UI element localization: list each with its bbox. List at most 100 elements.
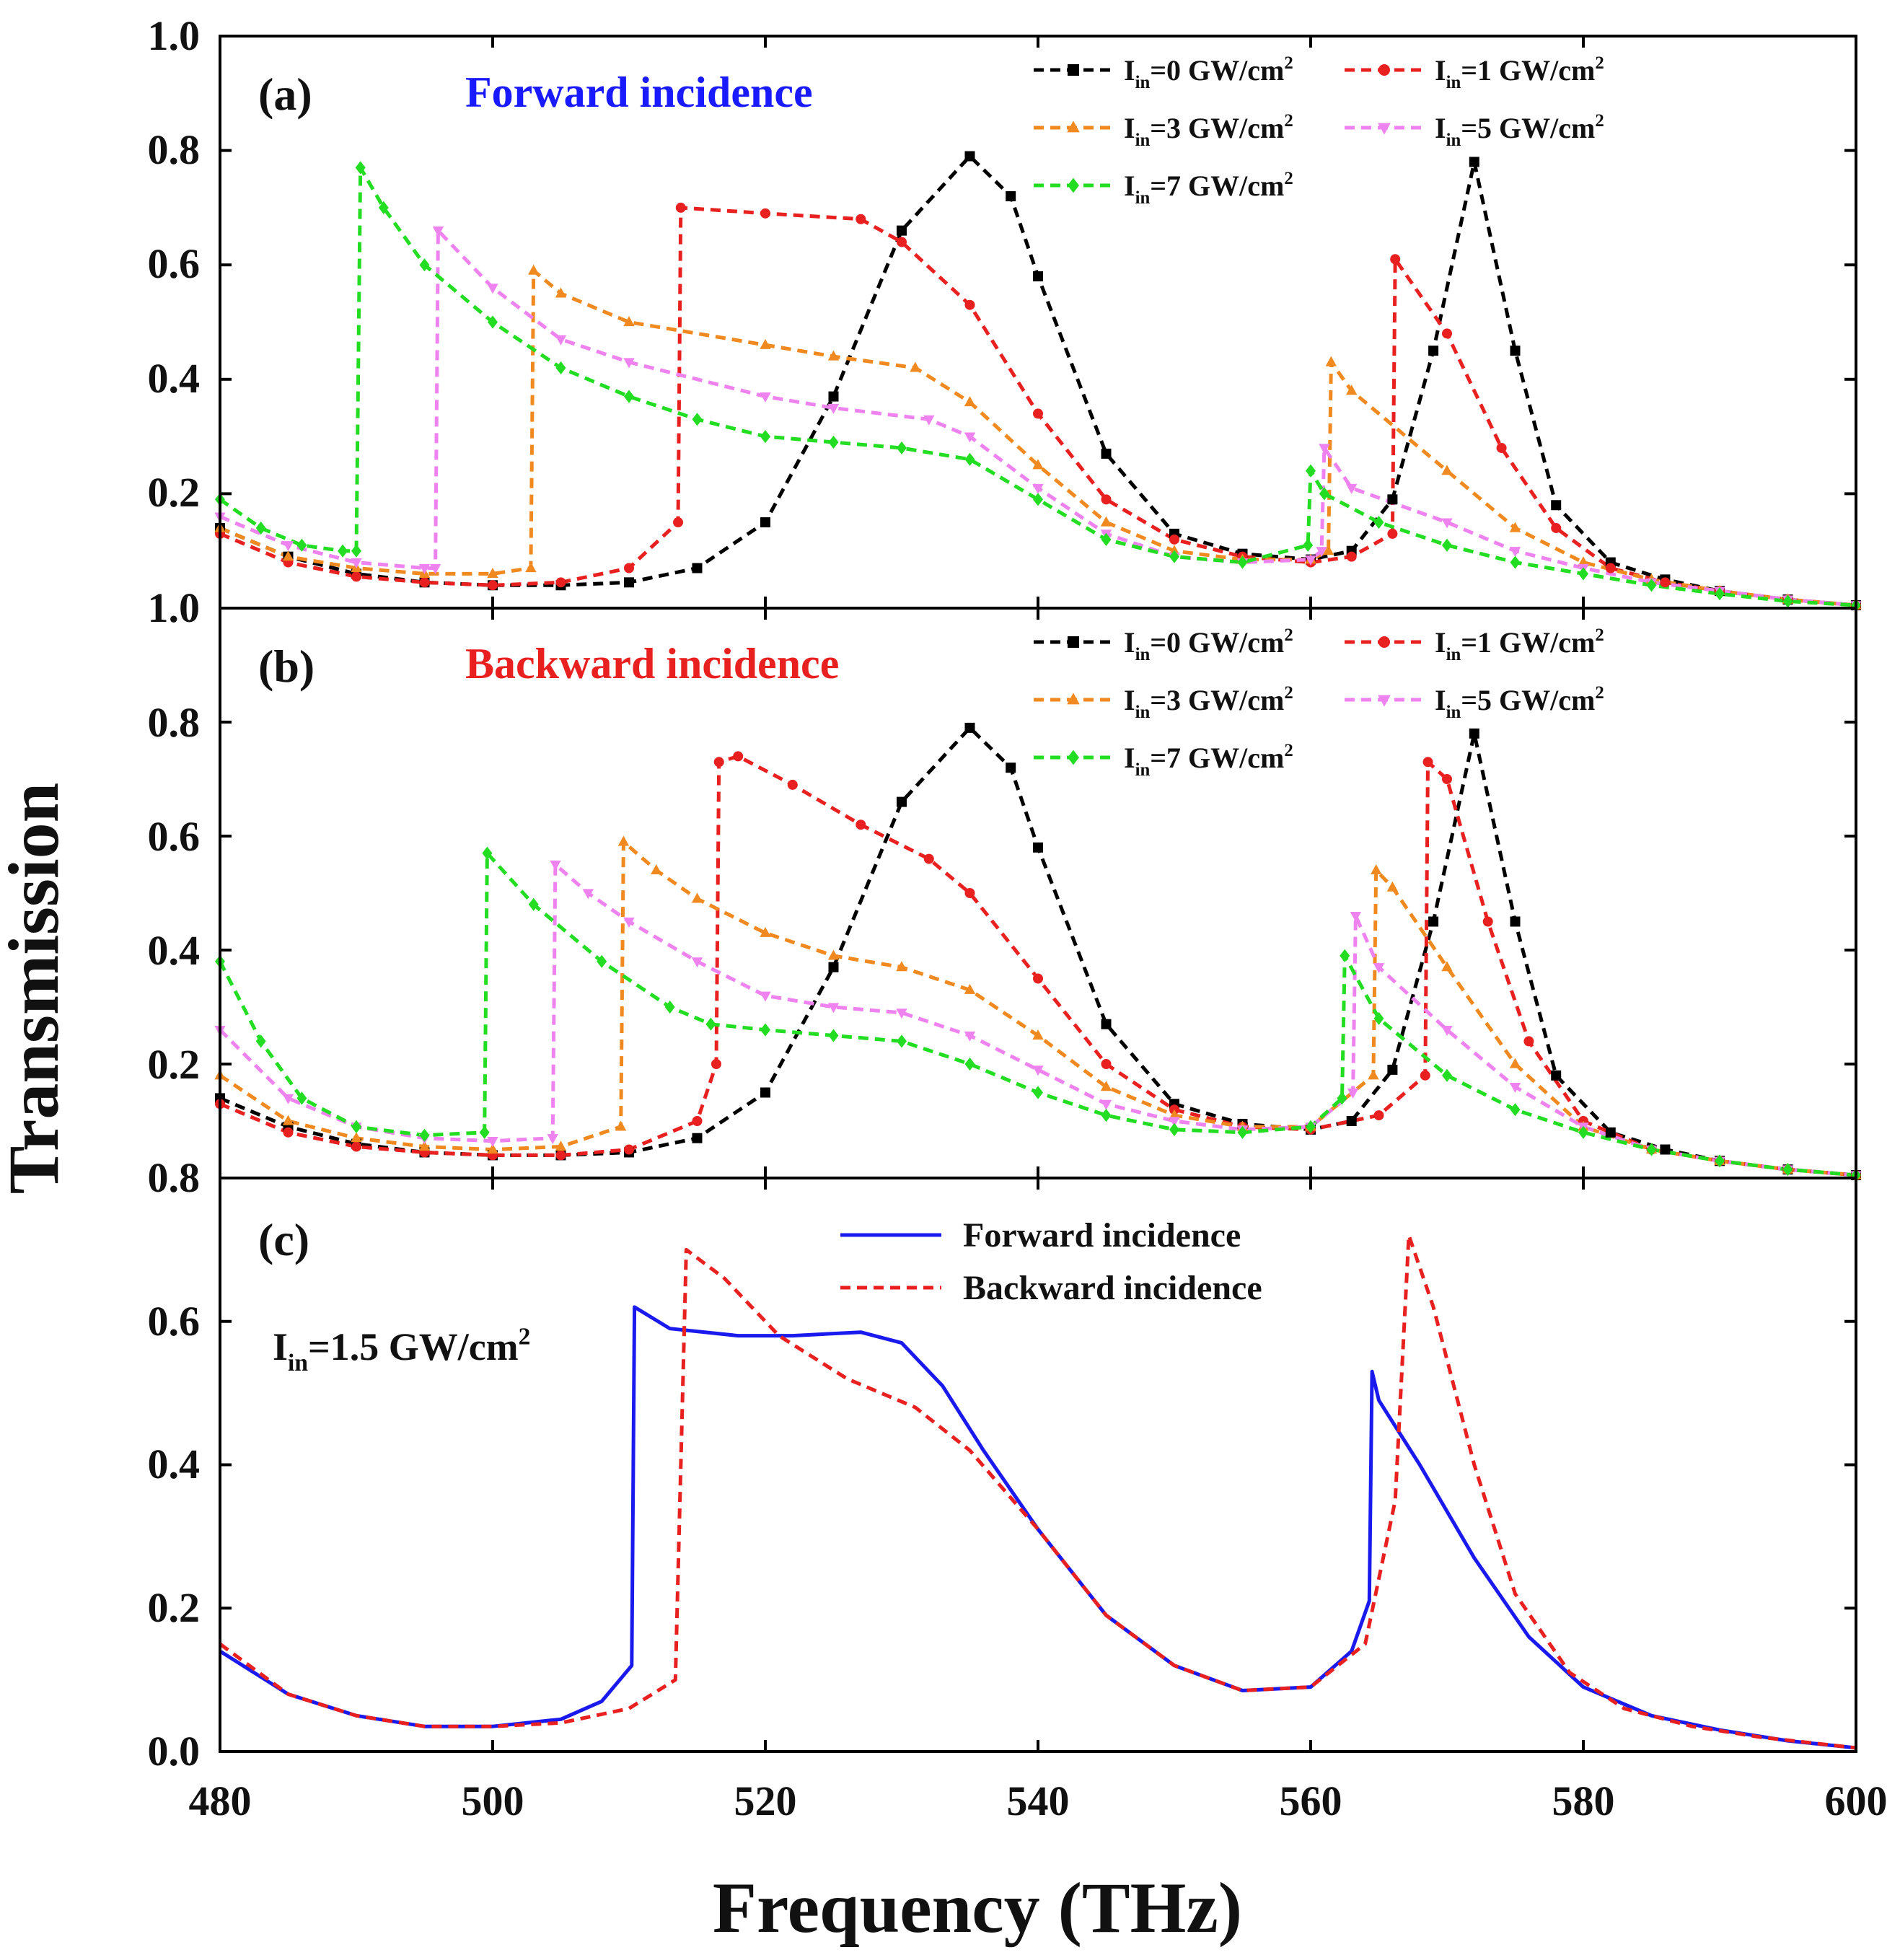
panel-a-legend-marker-1: [1378, 64, 1390, 76]
panel-c-series-0-line: [219, 1305, 1857, 1750]
panel-b-series-1-point: [1422, 757, 1433, 768]
panel-a-tag: (a): [258, 69, 312, 120]
panel-b-series-4-line: [218, 851, 1857, 1177]
panel-a-y-tick-label: 0.8: [148, 126, 201, 173]
panel-b-series-2-point: [1032, 1029, 1044, 1040]
panel-b-series-3-point: [1347, 1088, 1359, 1099]
panel-a-series-4-point: [897, 441, 907, 455]
panel-a-series-0-point: [692, 563, 703, 574]
panel-b-series-1-point: [713, 757, 724, 768]
panel-b-series-2-point: [691, 892, 703, 903]
panel-b-y-tick-label: 0.6: [148, 813, 201, 860]
panel-b-series-3-point: [896, 1008, 907, 1019]
panel-a-series-1-point: [856, 214, 866, 224]
panel-b-legend-label-0: Iin=0 GW/cm2: [1124, 625, 1293, 664]
panel-b-series-1-point: [1420, 1070, 1430, 1081]
panel-b-series-0-point: [1387, 1064, 1398, 1075]
panel-a-series-3-point: [418, 563, 431, 574]
panel-a-series-2-point: [1578, 556, 1589, 567]
panel-a-series-4-point: [1373, 515, 1384, 529]
panel-b-series-2-point: [651, 864, 662, 874]
panel-b-series-4-point: [1237, 1125, 1248, 1139]
panel-a-series-4-point: [1033, 493, 1043, 506]
panel-a-series-1-point: [1346, 551, 1357, 562]
panel-b-series-4-point: [1373, 1011, 1384, 1025]
panel-c-legend-label-1: Backward incidence: [963, 1269, 1262, 1307]
panel-a-series-3-line: [219, 229, 1857, 607]
panel-a-series-3-point: [1032, 483, 1044, 494]
panel-b-series-2-point: [1371, 864, 1382, 874]
panel-b-series-1-point: [1033, 973, 1043, 984]
panel-a-series-2-point: [910, 361, 921, 372]
panel-b-series-1-point: [923, 853, 934, 864]
panel-a-series-2-point: [827, 350, 840, 361]
panel-b-series-3-point: [550, 860, 561, 871]
panel-b-series-2-point: [418, 1141, 431, 1151]
panel-b-legend-marker-0: [1068, 636, 1079, 648]
panel-a-series-0-point: [1510, 346, 1521, 356]
panel-a-series-1-point: [964, 299, 975, 310]
panel-a-series-1-point: [1442, 328, 1452, 339]
panel-a-series-4-point: [296, 538, 307, 552]
panel-a-series-1-point: [1169, 534, 1179, 545]
panel-a-series-4-point: [1169, 550, 1179, 563]
panel-b-series-2-point: [615, 1120, 627, 1131]
panel-a-series-1-point: [1660, 577, 1671, 588]
panel-c-y-tick-label: 0.0: [148, 1728, 201, 1775]
panel-a-legend-label-1: Iin=1 GW/cm2: [1435, 53, 1604, 92]
panel-b-series-1-point: [1523, 1036, 1534, 1047]
panel-b-series-4-point: [964, 1057, 975, 1071]
panel-b-series-3-point: [827, 1003, 840, 1014]
panel-a-series-2-point: [1322, 545, 1334, 555]
panel-b-series-4-point: [897, 1034, 907, 1048]
panel-b-title: Backward incidence: [465, 640, 839, 687]
panel-b-series-2-point: [896, 961, 907, 972]
panel-c-y-tick-label: 0.4: [148, 1441, 201, 1487]
panel-a-series-1-point: [1101, 494, 1112, 505]
x-tick-label: 500: [462, 1777, 524, 1824]
panel-a-series-1-line: [219, 206, 1857, 607]
panel-b-legend-marker-3: [1378, 695, 1391, 707]
panel-b-legend-label-1: Iin=1 GW/cm2: [1435, 625, 1604, 664]
panel-b-series-0-point: [1428, 916, 1439, 927]
panel-a-series-2-line: [219, 268, 1857, 607]
panel-b-legend-label-2: Iin=3 GW/cm2: [1124, 683, 1293, 722]
panel-a-series-1-point: [897, 237, 907, 247]
panel-a-series-4-point: [964, 452, 975, 466]
panel-b-series-4-point: [1715, 1154, 1725, 1168]
panel-b-series-4-point: [1646, 1143, 1657, 1156]
panel-a-series-2-point: [528, 264, 540, 275]
panel-a-series-3-point: [923, 415, 935, 426]
panel-b-series-0-point: [1510, 916, 1521, 927]
panel-a-legend-label-0: Iin=0 GW/cm2: [1124, 53, 1293, 92]
panel-a-series-0-point: [897, 225, 907, 236]
panel-a-series-4-point: [760, 430, 770, 444]
panel-b-series-1-point: [733, 751, 744, 762]
panel-a-series-3-point: [1346, 483, 1358, 494]
panel-b-legend-label-3: Iin=5 GW/cm2: [1435, 683, 1604, 722]
panel-a-series-3-point: [487, 284, 498, 294]
panel-c-intensity-annotation: Iin=1.5 GW/cm2: [273, 1323, 530, 1376]
panel-a-series-0-point: [1006, 191, 1016, 202]
panel-b-series-1-point: [692, 1116, 703, 1127]
panel-b-series-0-point: [828, 962, 839, 972]
panel-a-series-4-point: [1715, 587, 1725, 601]
x-tick-label: 580: [1552, 1777, 1615, 1824]
panel-a-series-1-point: [675, 202, 686, 213]
panel-a-legend-label-4: Iin=7 GW/cm2: [1124, 169, 1293, 208]
panel-b-series-3-point: [1509, 1083, 1521, 1093]
panel-a-series-2-point: [623, 316, 635, 327]
panel-b-series-3-point: [691, 957, 703, 968]
panel-a-series-1-point: [1496, 442, 1507, 453]
panel-a-series-4-point: [419, 258, 430, 272]
panel-a-series-4-point: [1319, 487, 1329, 501]
panel-a-legend-marker-3: [1378, 123, 1391, 135]
panel-a-series-4-point: [1442, 538, 1452, 552]
panel-a-y-tick-label: 0.6: [148, 240, 201, 287]
panel-b-series-4-point: [1033, 1086, 1043, 1099]
panel-b-series-4-point: [597, 954, 607, 968]
panel-b-series-0-line: [219, 726, 1857, 1177]
panel-a-series-2-point: [964, 396, 976, 407]
panel-b-series-2-point: [1169, 1109, 1180, 1120]
